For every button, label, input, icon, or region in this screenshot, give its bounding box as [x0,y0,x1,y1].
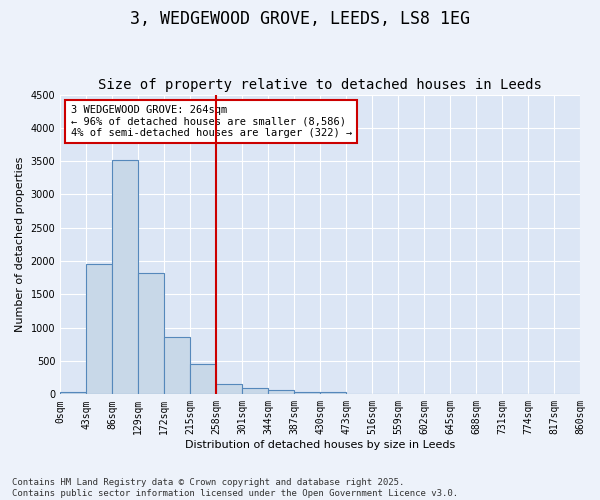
Title: Size of property relative to detached houses in Leeds: Size of property relative to detached ho… [98,78,542,92]
Y-axis label: Number of detached properties: Number of detached properties [15,157,25,332]
Bar [86,264,112,394]
X-axis label: Distribution of detached houses by size in Leeds: Distribution of detached houses by size … [185,440,455,450]
Bar [268,390,294,394]
Text: 3 WEDGEWOOD GROVE: 264sqm
← 96% of detached houses are smaller (8,586)
4% of sem: 3 WEDGEWOOD GROVE: 264sqm ← 96% of detac… [71,105,352,138]
Bar [112,160,138,394]
Bar [320,392,346,394]
Bar [216,384,242,394]
Bar [242,388,268,394]
Text: 3, WEDGEWOOD GROVE, LEEDS, LS8 1EG: 3, WEDGEWOOD GROVE, LEEDS, LS8 1EG [130,10,470,28]
Bar [294,392,320,394]
Text: Contains HM Land Registry data © Crown copyright and database right 2025.
Contai: Contains HM Land Registry data © Crown c… [12,478,458,498]
Bar [190,364,216,394]
Bar [164,337,190,394]
Bar [60,392,86,394]
Bar [138,273,164,394]
